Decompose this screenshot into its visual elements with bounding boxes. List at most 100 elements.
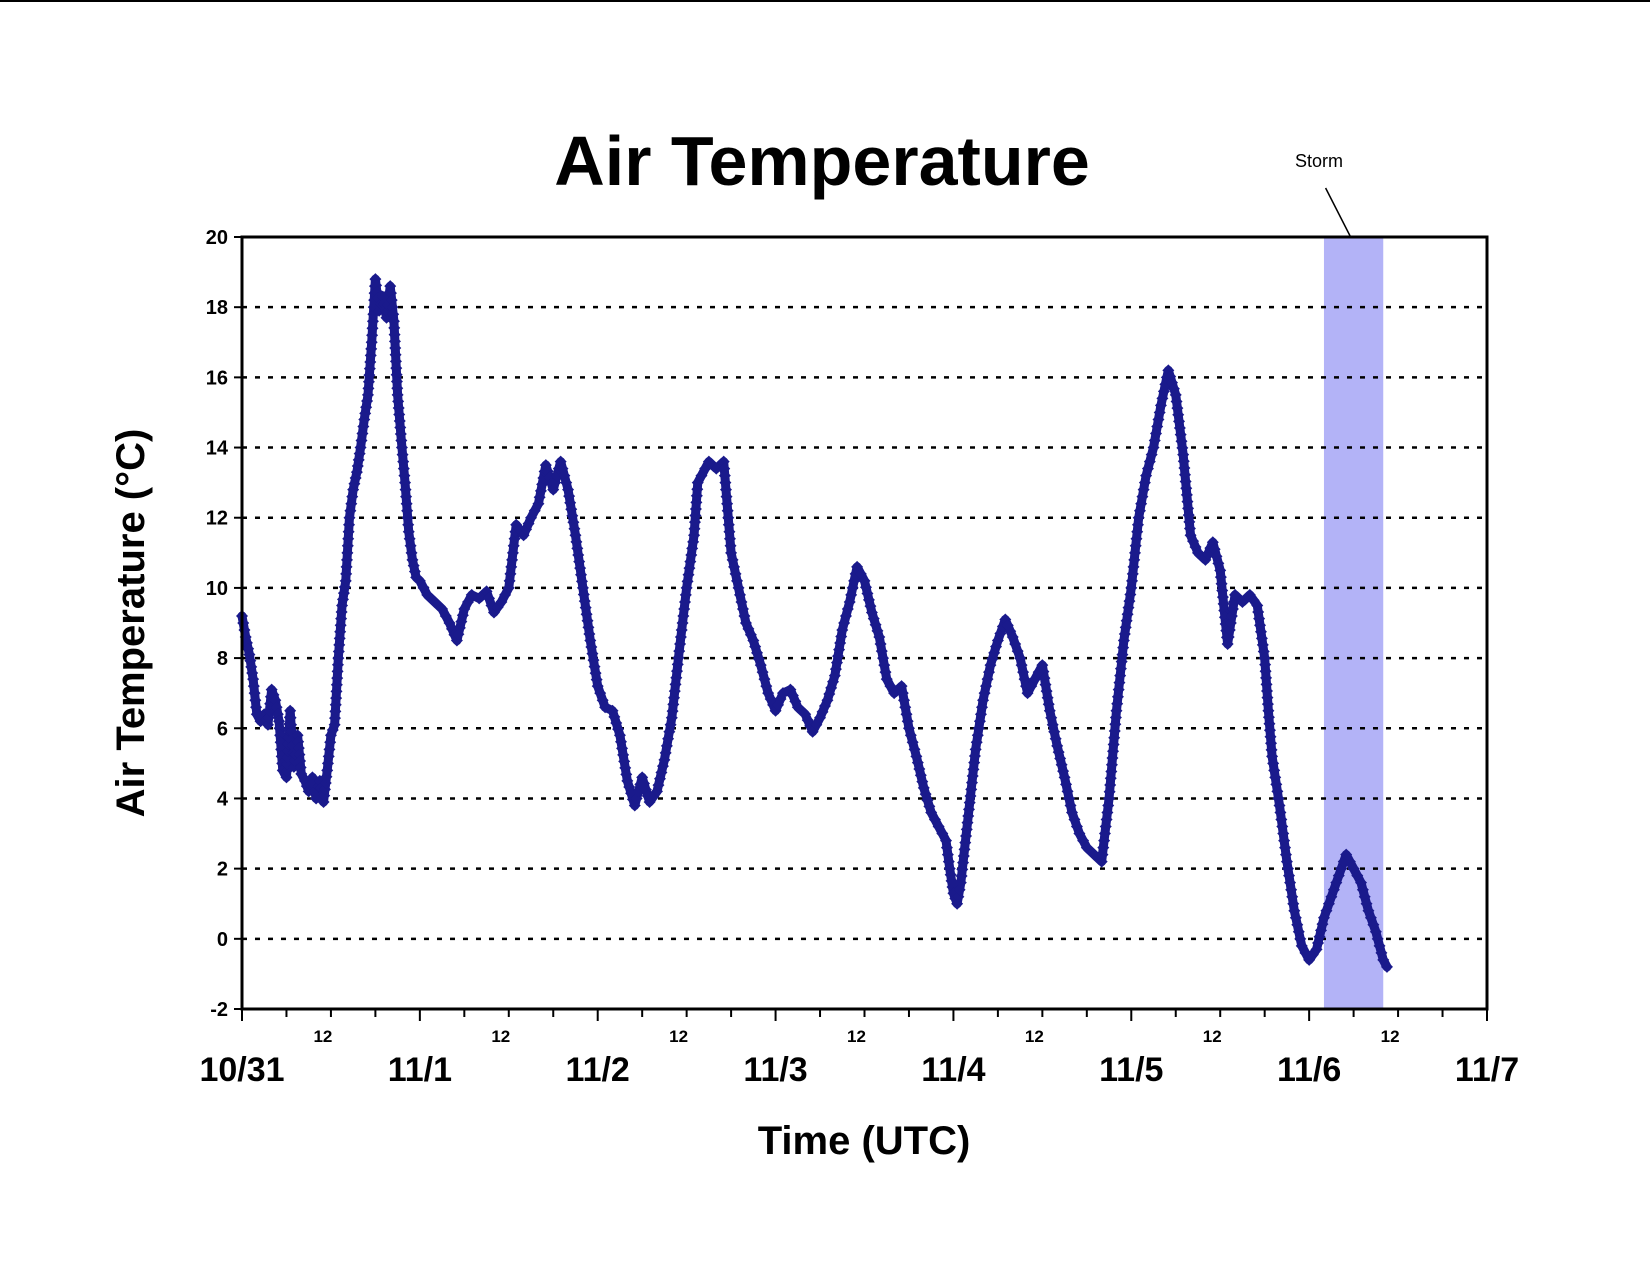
data-point bbox=[1177, 448, 1190, 461]
data-point bbox=[719, 483, 732, 496]
data-point bbox=[362, 375, 375, 388]
data-point bbox=[345, 497, 358, 510]
data-point bbox=[244, 654, 257, 667]
data-point bbox=[1380, 960, 1393, 973]
data-point bbox=[247, 673, 260, 686]
x-midday-label: 12 bbox=[1203, 1027, 1222, 1046]
data-point bbox=[335, 606, 348, 619]
data-point bbox=[1178, 462, 1191, 475]
data-point bbox=[389, 348, 402, 361]
data-point bbox=[1215, 577, 1228, 590]
data-point bbox=[1179, 468, 1192, 481]
x-midday-label: 12 bbox=[491, 1027, 510, 1046]
data-point bbox=[322, 750, 335, 763]
data-point bbox=[388, 335, 401, 348]
data-point bbox=[397, 462, 410, 475]
data-point bbox=[1259, 665, 1272, 678]
data-point bbox=[1111, 690, 1124, 703]
data-point bbox=[346, 490, 359, 503]
x-axis-label: Time (UTC) bbox=[758, 1119, 971, 1163]
data-point bbox=[688, 522, 701, 535]
data-point bbox=[384, 287, 397, 300]
data-point bbox=[334, 625, 347, 638]
data-point bbox=[1218, 604, 1231, 617]
data-point bbox=[363, 369, 376, 382]
data-point bbox=[723, 532, 736, 545]
data-point bbox=[1105, 765, 1118, 778]
data-point bbox=[331, 672, 344, 685]
x-day-label: 11/6 bbox=[1277, 1051, 1341, 1089]
data-point bbox=[390, 375, 403, 388]
data-point bbox=[677, 609, 690, 622]
data-point bbox=[888, 687, 901, 700]
data-point bbox=[1259, 658, 1272, 671]
y-axis-label: Air Temperature (°C) bbox=[109, 429, 153, 818]
data-point bbox=[718, 469, 731, 482]
data-point bbox=[674, 631, 687, 644]
data-point bbox=[1125, 581, 1138, 594]
data-point bbox=[688, 529, 701, 542]
data-point bbox=[343, 518, 356, 531]
data-point bbox=[1097, 841, 1110, 854]
data-point bbox=[690, 496, 703, 509]
x-day-label: 10/31 bbox=[199, 1051, 284, 1089]
data-point bbox=[1214, 571, 1227, 584]
y-tick-label: 6 bbox=[217, 718, 228, 740]
data-point bbox=[1103, 785, 1116, 798]
data-point bbox=[1177, 455, 1190, 468]
data-point bbox=[1129, 539, 1142, 552]
y-tick-label: 2 bbox=[217, 859, 228, 881]
data-point bbox=[1131, 518, 1144, 531]
data-point bbox=[1216, 584, 1229, 597]
data-point bbox=[401, 511, 414, 524]
x-midday-label: 12 bbox=[1025, 1027, 1044, 1046]
x-midday-label: 12 bbox=[669, 1027, 688, 1046]
data-point bbox=[400, 497, 413, 510]
data-point bbox=[333, 632, 346, 645]
y-tick-label: 10 bbox=[206, 578, 228, 600]
data-point bbox=[1128, 546, 1141, 559]
y-tick-label: 20 bbox=[206, 227, 228, 249]
data-point bbox=[366, 322, 379, 335]
data-point bbox=[428, 595, 441, 608]
data-point bbox=[404, 539, 417, 552]
data-point bbox=[339, 574, 352, 587]
x-midday-label: 12 bbox=[313, 1027, 332, 1046]
gridlines bbox=[242, 305, 1487, 941]
data-point bbox=[1113, 676, 1126, 689]
data-point bbox=[1276, 820, 1289, 833]
data-point bbox=[1098, 834, 1111, 847]
x-day-label: 11/4 bbox=[921, 1051, 985, 1089]
x-day-label: 11/7 bbox=[1455, 1051, 1519, 1089]
data-point bbox=[674, 638, 687, 651]
data-point bbox=[1107, 738, 1120, 751]
data-point bbox=[329, 705, 342, 718]
data-point bbox=[361, 388, 374, 401]
y-tick-label: 8 bbox=[217, 648, 228, 670]
data-point bbox=[678, 595, 691, 608]
data-point bbox=[366, 315, 379, 328]
data-point bbox=[329, 698, 342, 711]
data-point bbox=[508, 532, 521, 545]
data-point bbox=[1277, 827, 1290, 840]
y-tick-label: 18 bbox=[206, 297, 228, 319]
data-point bbox=[273, 715, 286, 728]
data-point bbox=[1109, 718, 1122, 731]
x-day-label: 11/5 bbox=[1099, 1051, 1163, 1089]
x-day-label: 11/2 bbox=[566, 1051, 630, 1089]
data-point bbox=[321, 757, 334, 770]
data-point bbox=[354, 441, 367, 454]
data-point bbox=[384, 280, 397, 293]
data-point bbox=[1107, 745, 1120, 758]
data-point bbox=[1217, 597, 1230, 610]
data-point bbox=[321, 764, 334, 777]
data-point bbox=[402, 518, 415, 531]
data-point bbox=[506, 546, 519, 559]
data-point bbox=[940, 834, 953, 847]
data-point bbox=[391, 382, 404, 395]
data-point bbox=[673, 645, 686, 658]
data-point bbox=[1015, 659, 1028, 672]
data-point bbox=[1103, 792, 1116, 805]
data-point bbox=[389, 342, 402, 355]
